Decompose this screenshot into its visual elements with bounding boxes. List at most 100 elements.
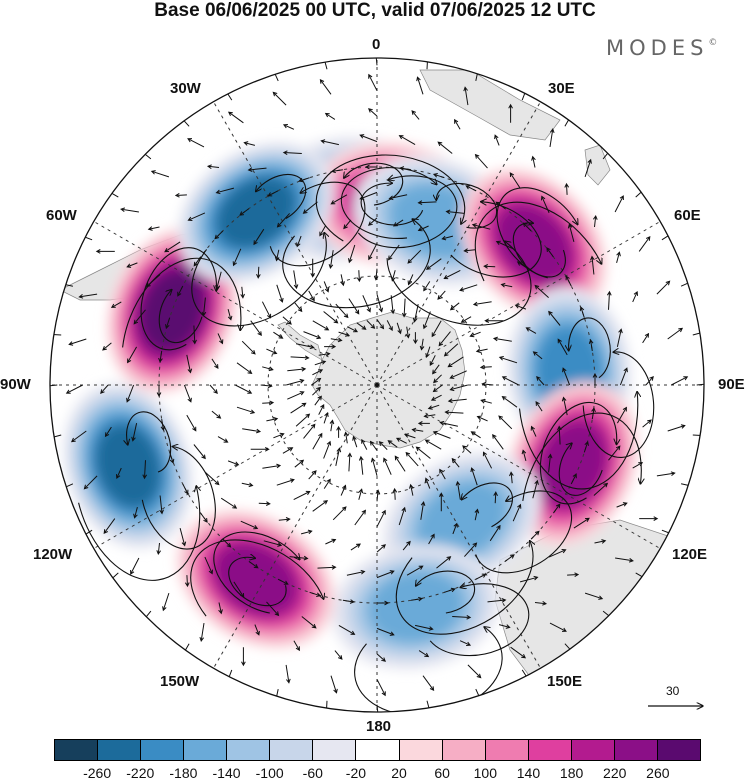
wind-vector bbox=[182, 483, 189, 495]
wind-vector bbox=[356, 270, 362, 283]
meridian-line bbox=[213, 101, 378, 386]
wind-vector bbox=[266, 601, 280, 617]
wind-vector bbox=[336, 425, 341, 438]
wind-vector bbox=[361, 438, 368, 450]
colorbar-swatch bbox=[312, 740, 356, 760]
wind-vector bbox=[373, 268, 379, 281]
wind-vector bbox=[534, 284, 549, 298]
wind-vector bbox=[368, 73, 378, 91]
wind-vector bbox=[241, 340, 256, 355]
wind-vector bbox=[417, 225, 429, 232]
wind-vector bbox=[293, 270, 299, 290]
wind-vector bbox=[501, 376, 519, 386]
wind-vector bbox=[469, 331, 481, 338]
wind-vector bbox=[522, 222, 532, 232]
streamline-10-1 bbox=[140, 247, 216, 351]
wind-vector bbox=[323, 478, 331, 489]
lon-label-90e: 90E bbox=[718, 376, 745, 393]
wind-vector bbox=[330, 194, 348, 205]
wind-vector bbox=[386, 320, 393, 332]
wind-vector bbox=[133, 309, 146, 325]
map-title: Base 06/06/2025 00 UTC, valid 07/06/2025… bbox=[154, 0, 596, 21]
wind-vector bbox=[320, 139, 340, 146]
colorbar-swatch bbox=[484, 740, 528, 760]
wind-vector bbox=[592, 372, 598, 385]
wind-vector bbox=[427, 404, 440, 410]
wind-vector bbox=[415, 446, 431, 459]
colorbar-tick-label: 220 bbox=[603, 765, 627, 781]
wind-vector bbox=[470, 431, 481, 439]
wind-vector bbox=[319, 78, 332, 95]
wind-vector bbox=[324, 112, 336, 120]
anomaly-contour-10-6 bbox=[140, 270, 204, 351]
wind-vector bbox=[232, 248, 242, 267]
colorbar-swatch bbox=[527, 740, 571, 760]
wind-vector bbox=[312, 500, 329, 512]
wind-vector bbox=[423, 413, 436, 419]
streamline-1-2 bbox=[315, 154, 464, 242]
wind-vector bbox=[294, 459, 305, 468]
colorbar-tick-label: 260 bbox=[646, 765, 670, 781]
wind-vector bbox=[335, 447, 342, 467]
wind-vector bbox=[209, 384, 218, 394]
wind-vector bbox=[584, 592, 604, 600]
wind-vector bbox=[474, 508, 480, 521]
wind-vector bbox=[430, 394, 442, 401]
wind-vector bbox=[147, 226, 160, 231]
wind-vector bbox=[412, 303, 419, 323]
wind-vector bbox=[449, 370, 467, 379]
wind-vector bbox=[532, 479, 539, 499]
wind-vector bbox=[419, 338, 425, 351]
streamline-2-1 bbox=[450, 202, 542, 278]
streamline-11-0 bbox=[256, 173, 307, 219]
wind-vector bbox=[217, 436, 229, 443]
colorbar-swatch bbox=[183, 740, 227, 760]
wind-vector bbox=[437, 290, 446, 300]
wind-vector bbox=[330, 675, 338, 694]
wind-vector bbox=[295, 343, 315, 350]
wind-vector bbox=[500, 282, 513, 288]
wind-vector bbox=[325, 538, 337, 545]
wind-vector bbox=[405, 326, 411, 339]
wind-vector bbox=[616, 251, 621, 264]
wind-vector bbox=[498, 415, 513, 430]
wind-vector bbox=[443, 343, 459, 357]
wind-vector bbox=[535, 401, 543, 412]
wind-vector bbox=[50, 383, 58, 389]
lon-label-30e: 30E bbox=[548, 80, 575, 97]
wind-vector bbox=[443, 269, 461, 280]
wind-vector bbox=[293, 640, 300, 652]
wind-vector bbox=[549, 622, 567, 632]
wind-vector bbox=[359, 134, 378, 143]
wind-vector bbox=[521, 449, 527, 462]
wind-vector bbox=[519, 575, 539, 583]
colorbar-tick-label: 100 bbox=[473, 765, 498, 781]
wind-vector bbox=[177, 285, 184, 297]
streamline-5-0 bbox=[558, 443, 603, 496]
wind-vector bbox=[192, 325, 197, 345]
wind-vector bbox=[464, 542, 478, 557]
streamline-0-0 bbox=[344, 162, 404, 206]
wind-vector bbox=[425, 258, 442, 270]
wind-vector bbox=[487, 598, 507, 603]
streamline-10-0 bbox=[158, 290, 203, 344]
wind-vector bbox=[116, 467, 122, 480]
wind-vector bbox=[423, 281, 431, 292]
wind-vector bbox=[570, 473, 577, 485]
wind-vector bbox=[318, 403, 325, 415]
wind-vector bbox=[417, 421, 430, 426]
africa-landmass bbox=[419, 69, 561, 141]
wind-vector bbox=[193, 444, 206, 460]
colorbar bbox=[54, 739, 701, 761]
wind-vector bbox=[248, 560, 259, 569]
meridian-line bbox=[376, 384, 541, 669]
streamlines bbox=[78, 154, 655, 712]
wind-vector bbox=[573, 517, 590, 529]
wind-vector bbox=[451, 457, 460, 468]
wind-vector bbox=[131, 422, 138, 442]
wind-vector bbox=[78, 293, 98, 299]
wind-vector bbox=[266, 348, 278, 355]
wind-vector bbox=[342, 599, 355, 604]
colorbar-tick-label: -220 bbox=[126, 765, 155, 781]
wind-vector bbox=[276, 478, 295, 486]
